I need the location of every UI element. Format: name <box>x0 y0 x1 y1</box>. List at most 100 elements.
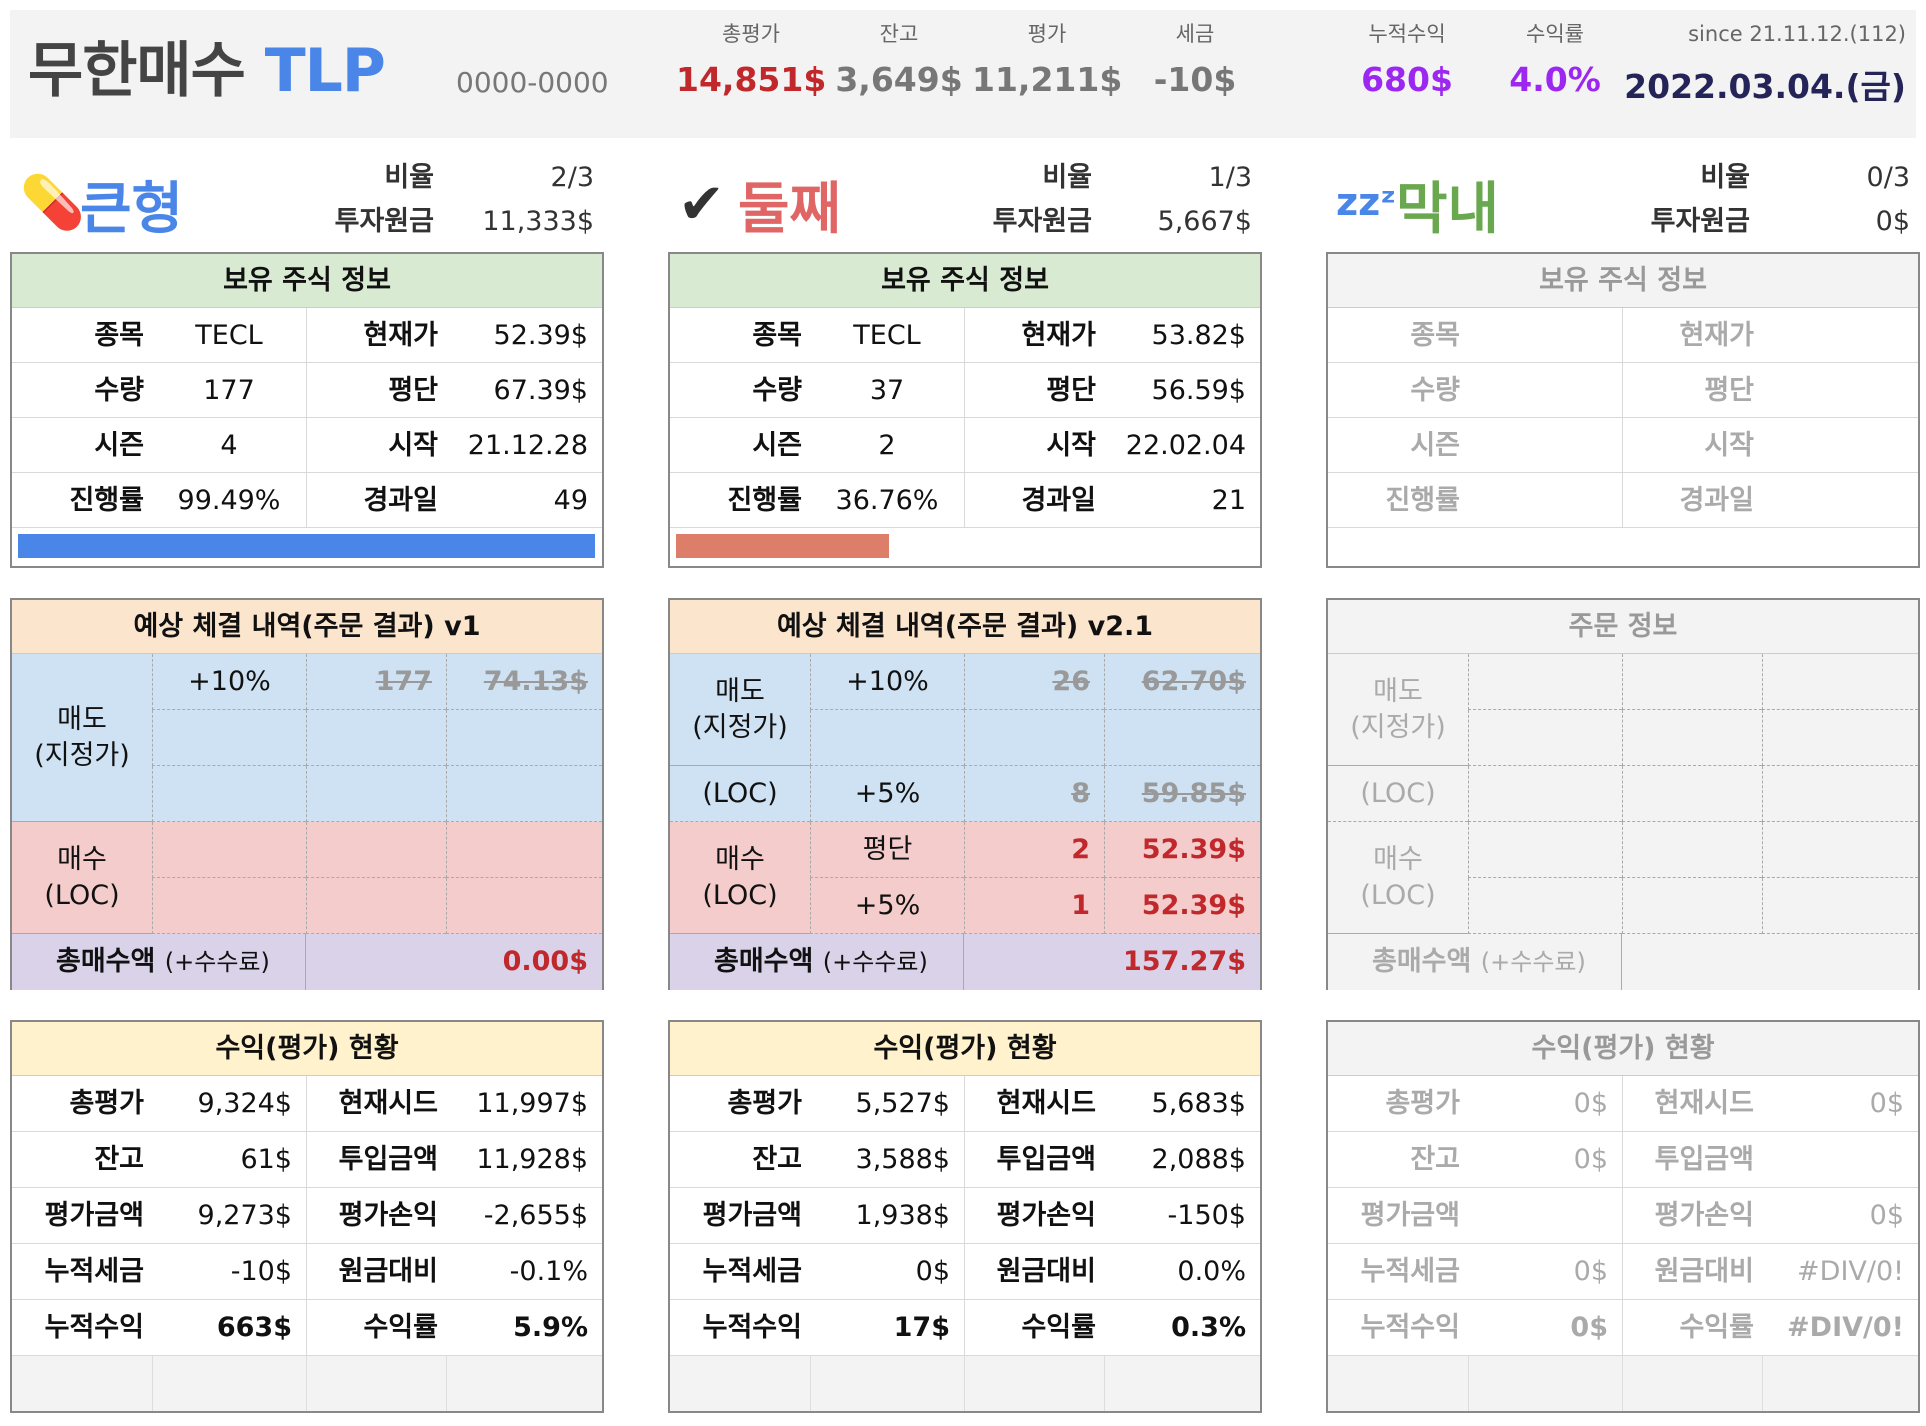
holdings-title: 보유 주식 정보 <box>12 254 602 308</box>
sell-pct <box>1468 654 1622 710</box>
field-label: 경과일 <box>1622 473 1762 528</box>
sell-side-text: 매도 <box>57 703 107 735</box>
profit-value: 663$ <box>152 1300 306 1356</box>
sell-price <box>1104 710 1260 766</box>
field-value <box>1762 418 1918 473</box>
total-buy-row: 총매수액 (+수수료) <box>1328 934 1918 990</box>
ratio-value: 2/3 <box>550 162 594 193</box>
total-buy-row: 총매수액 (+수수료) 0.00$ <box>12 934 602 990</box>
stat-return-rate: 수익률 4.0% <box>1480 10 1630 99</box>
holdings-card: 보유 주식 정보 종목 TECL 현재가 52.39$ 수량 177 평단 67.39$ 시즌 4… <box>10 252 604 568</box>
profit-value: -2,655$ <box>446 1188 602 1244</box>
profit-value: 2,088$ <box>1104 1132 1260 1188</box>
order-title: 주문 정보 <box>1328 600 1918 654</box>
profit-value: -150$ <box>1104 1188 1260 1244</box>
field-value <box>1468 418 1622 473</box>
total-buy-fee-note: (+수수료) <box>164 948 270 976</box>
progress-bar <box>1328 528 1918 566</box>
stat-label: 누적수익 <box>1368 22 1446 46</box>
profit-label: 투입금액 <box>964 1132 1104 1188</box>
principal-value: 0$ <box>1875 206 1910 237</box>
field-value: 49 <box>446 473 602 528</box>
profit-label: 총평가 <box>12 1076 152 1132</box>
profit-label: 현재시드 <box>1622 1076 1762 1132</box>
buy-price <box>1762 878 1918 934</box>
column-meta: 비율 0/3 투자원금 0$ <box>1630 156 1910 244</box>
account-column: zzᶻ 막내 비율 0/3 투자원금 0$ 보유 주식 정보 종목 현재가 수량 평단 시즌… <box>1326 150 1920 1413</box>
ratio-value: 1/3 <box>1208 162 1252 193</box>
sell-qty <box>1622 766 1762 822</box>
buy-qty: 2 <box>964 822 1104 878</box>
progress-bar <box>670 528 1260 566</box>
field-label: 종목 <box>1328 308 1468 363</box>
order-card: 주문 정보 매도 (지정가) (LOC) 매수 (LOC) 총매수액 (+수수료) <box>1326 598 1920 990</box>
stat-value: 680$ <box>1361 60 1453 99</box>
buy-pct <box>152 822 306 878</box>
field-label: 수량 <box>670 363 810 418</box>
buy-side-text: 매수 <box>1373 843 1423 875</box>
since-label: since 21.11.12.(112) <box>1688 22 1906 46</box>
order-title: 예상 체결 내역(주문 결과) v2.1 <box>670 600 1260 654</box>
buy-qty <box>1622 878 1762 934</box>
sleep-icon: zzᶻ <box>1336 180 1397 224</box>
profit-label: 평가금액 <box>1328 1188 1468 1244</box>
profit-label: 누적수익 <box>12 1300 152 1356</box>
field-label: 종목 <box>12 308 152 363</box>
profit-label: 잔고 <box>1328 1132 1468 1188</box>
sell-price <box>446 766 602 822</box>
field-label: 시작 <box>964 418 1104 473</box>
sell-price <box>1762 766 1918 822</box>
profit-label: 현재시드 <box>964 1076 1104 1132</box>
profit-value: 9,324$ <box>152 1076 306 1132</box>
profit-title: 수익(평가) 현황 <box>670 1022 1260 1076</box>
profit-label: 누적세금 <box>12 1244 152 1300</box>
profit-value: 0$ <box>1468 1076 1622 1132</box>
profit-value: 3,588$ <box>810 1132 964 1188</box>
order-title: 예상 체결 내역(주문 결과) v1 <box>12 600 602 654</box>
field-label: 시작 <box>306 418 446 473</box>
profit-title: 수익(평가) 현황 <box>1328 1022 1918 1076</box>
field-value: 52.39$ <box>446 308 602 363</box>
stat-value: -10$ <box>1153 60 1237 99</box>
order-card: 예상 체결 내역(주문 결과) v1 매도 (지정가) +10% 177 74.13$ 매… <box>10 598 604 990</box>
profit-value: 0$ <box>1468 1132 1622 1188</box>
buy-side-text: (LOC) <box>702 879 778 911</box>
profit-label: 평가금액 <box>670 1188 810 1244</box>
profit-value <box>1762 1132 1918 1188</box>
order-card: 예상 체결 내역(주문 결과) v2.1 매도 (지정가) (LOC) +10% 26 6… <box>668 598 1262 990</box>
field-value <box>1468 308 1622 363</box>
profit-label: 수익률 <box>964 1300 1104 1356</box>
blank-row <box>1328 1356 1918 1411</box>
progress-fill <box>676 534 890 558</box>
profit-title: 수익(평가) 현황 <box>12 1022 602 1076</box>
column-name: 둘째 <box>738 177 842 242</box>
buy-side-label: 매수 (LOC) <box>670 822 810 934</box>
buy-side-text: 매수 <box>715 843 765 875</box>
field-label: 종목 <box>670 308 810 363</box>
buy-price <box>446 878 602 934</box>
buy-price <box>446 822 602 878</box>
field-label: 현재가 <box>306 308 446 363</box>
field-value: 36.76% <box>810 473 964 528</box>
sell-side-label: 매도 (지정가) <box>1328 654 1468 766</box>
column-meta: 비율 1/3 투자원금 5,667$ <box>972 156 1252 244</box>
profit-value: 0$ <box>1762 1188 1918 1244</box>
principal-value: 11,333$ <box>482 206 594 237</box>
sell-price: 59.85$ <box>1104 766 1260 822</box>
buy-pct <box>152 878 306 934</box>
ratio-label: 비율 <box>1042 162 1092 193</box>
stat-label: 평가 <box>1027 22 1067 46</box>
sell-loc-label: (LOC) <box>1328 766 1468 822</box>
buy-qty <box>306 822 446 878</box>
header-bar: 무한매수 TLP 0000-0000 총평가 14,851$ 잔고 3,649$… <box>10 10 1916 138</box>
blank-row <box>12 1356 602 1411</box>
profit-label: 평가금액 <box>12 1188 152 1244</box>
field-label: 평단 <box>1622 363 1762 418</box>
field-label: 현재가 <box>964 308 1104 363</box>
field-label: 진행률 <box>1328 473 1468 528</box>
sell-qty <box>306 766 446 822</box>
sell-price <box>1762 710 1918 766</box>
field-value: 22.02.04 <box>1104 418 1260 473</box>
stat-cumulative-profit: 누적수익 680$ <box>1332 10 1482 99</box>
field-value: 4 <box>152 418 306 473</box>
